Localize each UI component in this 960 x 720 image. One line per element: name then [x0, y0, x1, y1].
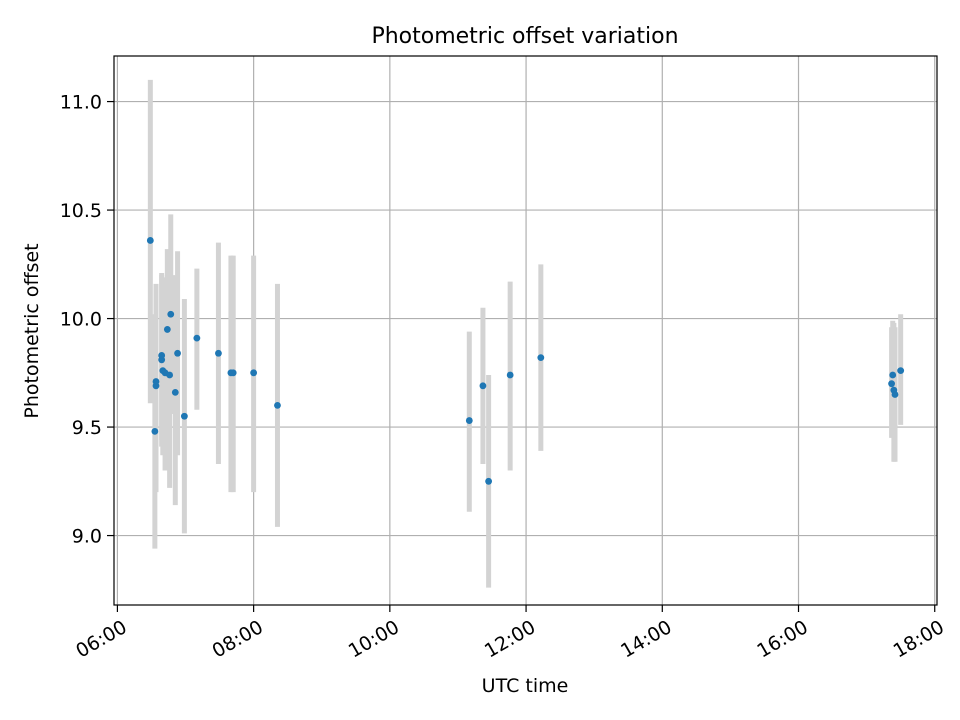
- data-point: [250, 369, 258, 377]
- data-point: [193, 334, 201, 342]
- data-point: [167, 310, 175, 318]
- y-axis-ticks: 9.0 9.5 10.0 10.5 11.0: [60, 92, 114, 548]
- data-point: [274, 401, 281, 409]
- x-tick-label: 08:00: [208, 616, 266, 662]
- data-point: [506, 371, 514, 379]
- y-tick-label: 9.5: [72, 417, 102, 439]
- data-point: [171, 388, 179, 396]
- data-point: [485, 477, 493, 485]
- data-point: [479, 382, 487, 390]
- x-axis-label: UTC time: [482, 675, 569, 697]
- data-point: [163, 326, 171, 333]
- data-point: [146, 237, 154, 244]
- chart-title: Photometric offset variation: [371, 24, 678, 49]
- x-axis-ticks: 06:00 08:00 10:00 12:00 14:00 16:00 18:00: [72, 605, 948, 662]
- data-point: [891, 391, 899, 398]
- data-points: [146, 237, 905, 485]
- data-point: [888, 380, 895, 388]
- y-tick-label: 10.0: [60, 309, 102, 331]
- x-tick-label: 18:00: [890, 616, 948, 662]
- y-axis-label: Photometric offset: [21, 243, 43, 418]
- x-tick-label: 16:00: [753, 616, 811, 662]
- data-point: [537, 354, 545, 362]
- data-point: [158, 352, 166, 359]
- y-tick-label: 9.0: [72, 526, 102, 548]
- x-tick-label: 10:00: [345, 616, 403, 662]
- data-point: [465, 417, 473, 424]
- data-point: [180, 412, 188, 420]
- data-point: [151, 428, 159, 435]
- data-point: [174, 349, 181, 357]
- data-point: [152, 378, 160, 385]
- grid: [114, 56, 937, 605]
- x-tick-label: 06:00: [72, 616, 130, 662]
- x-tick-label: 14:00: [617, 616, 675, 662]
- y-tick-label: 10.5: [60, 200, 102, 222]
- data-point: [215, 349, 222, 357]
- data-point: [229, 369, 237, 377]
- data-point: [897, 367, 905, 375]
- data-point: [889, 371, 897, 379]
- y-tick-label: 11.0: [60, 92, 102, 114]
- x-tick-label: 12:00: [481, 616, 539, 662]
- data-point: [166, 371, 174, 379]
